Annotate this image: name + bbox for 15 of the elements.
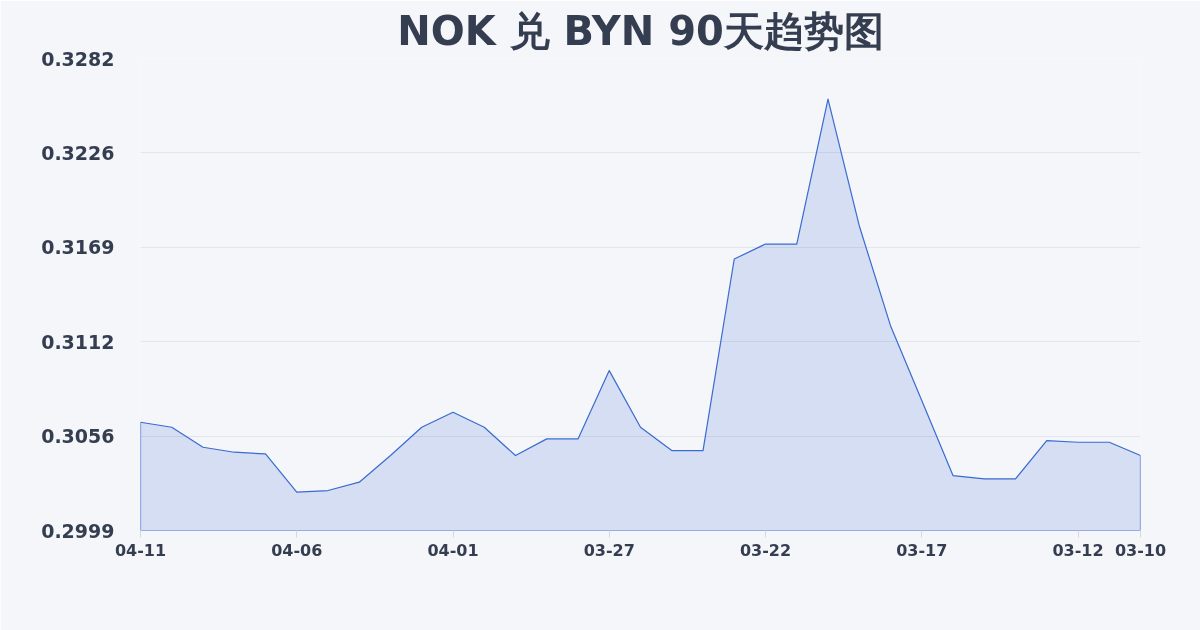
- x-tick-label: 04-11: [114, 540, 167, 560]
- x-tick-label: 03-27: [583, 540, 635, 560]
- y-tick-label: 0.2999: [41, 519, 115, 542]
- x-tick-label: 03-10: [1114, 540, 1167, 560]
- y-tick-label: 0.3112: [41, 330, 115, 353]
- y-tick-label: 0.3226: [41, 141, 115, 164]
- x-tick-label: 03-12: [1052, 540, 1104, 560]
- chart-title: NOK 兑 BYN 90天趋势图: [397, 7, 884, 54]
- x-tick-label: 04-01: [427, 540, 479, 560]
- y-tick-label: 0.3056: [41, 425, 115, 448]
- x-tick-label: 03-22: [739, 540, 792, 560]
- y-tick-label: 0.3282: [41, 47, 115, 70]
- y-tick-label: 0.3169: [41, 236, 115, 259]
- x-tick-label: 04-06: [271, 540, 323, 560]
- x-tick-label: 03-17: [896, 540, 948, 560]
